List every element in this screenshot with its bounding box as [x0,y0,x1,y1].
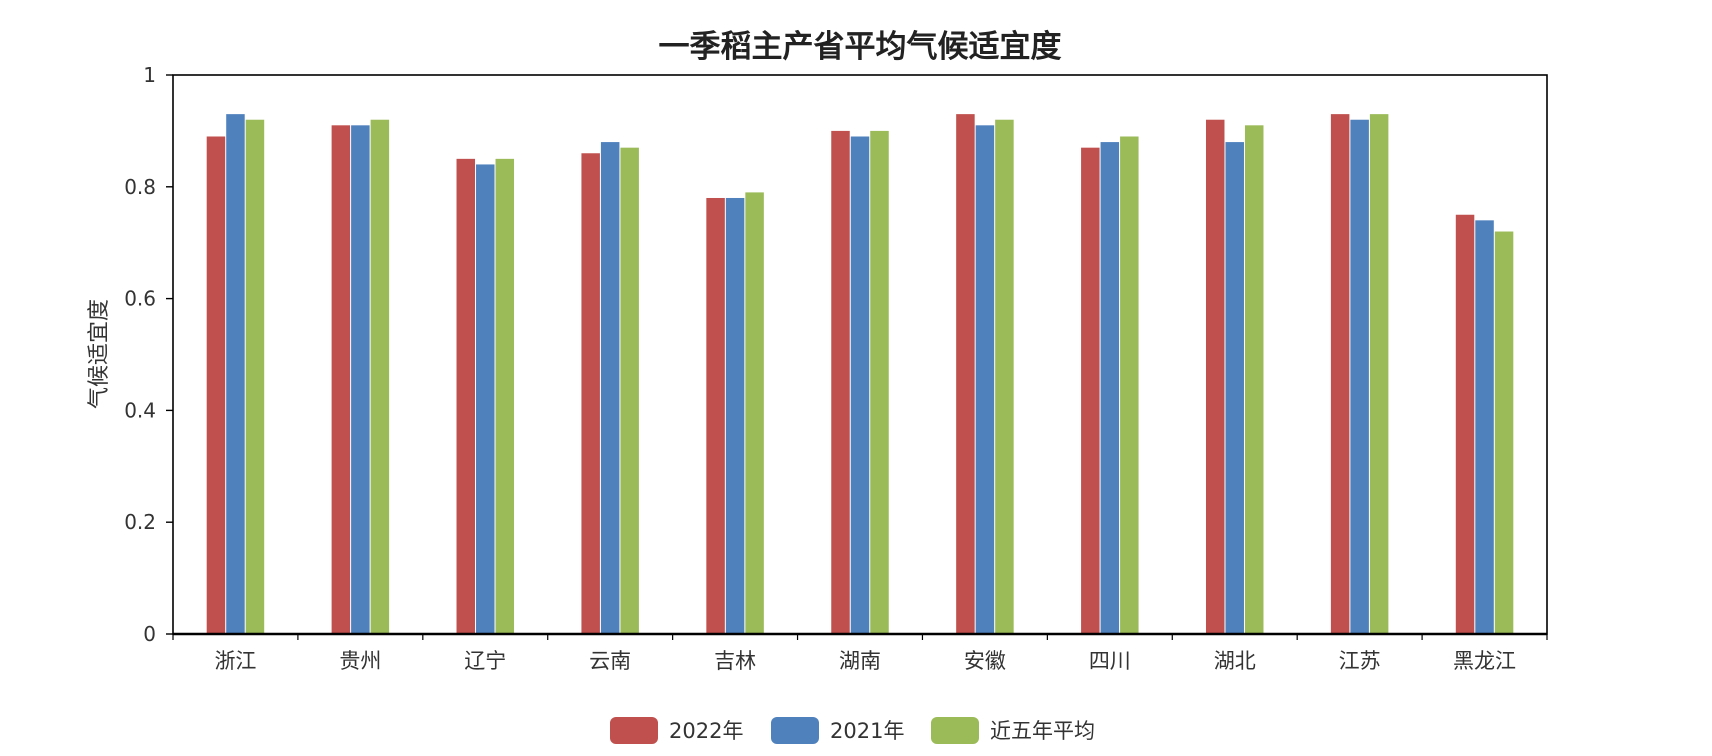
plot-area [206,114,1514,635]
x-tick-label: 云南 [589,649,631,673]
bar-series-2-湖北 [1225,142,1244,634]
x-tick-label: 安徽 [964,649,1006,673]
bar-series-1-湖南 [831,130,850,634]
axes: 浙江 贵州 辽宁 云南 吉林 湖南 安徽 四川 湖北 江苏 黑龙江 0 0.2 0.4 0.6 0.8 1 [124,63,1548,673]
x-tick-label: 辽宁 [464,649,506,673]
bar-series-3-四川 [1120,136,1139,635]
bar-series-3-江苏 [1369,114,1389,634]
bar-series-3-浙江 [245,119,265,635]
legend-swatch [610,717,658,744]
bar-series-1-云南 [581,153,600,634]
bar-series-3-吉林 [745,192,764,634]
legend: 2022年 2021年 近五年平均 [610,717,1095,744]
bar-series-2-安徽 [975,125,995,634]
bar-series-1-安徽 [956,114,975,634]
bar-series-3-贵州 [370,119,390,635]
y-tick-label: 0.4 [124,398,156,422]
y-tick-label: 0.8 [124,175,156,199]
bar-series-1-湖北 [1205,119,1225,635]
bar-series-2-黑龙江 [1475,220,1494,634]
bar-series-2-辽宁 [476,164,495,634]
bar-series-1-浙江 [206,136,226,635]
bar-series-1-黑龙江 [1455,214,1475,634]
bar-series-2-贵州 [351,125,370,634]
x-tick-label: 贵州 [339,649,381,673]
x-tick-label: 湖北 [1214,649,1256,673]
bar-series-3-辽宁 [495,158,515,634]
legend-item-3[interactable]: 近五年平均 [931,717,1095,744]
x-tick-label: 湖南 [839,649,881,673]
y-tick-label: 0.6 [124,287,156,311]
bar-series-2-吉林 [725,197,745,635]
x-tick-label: 吉林 [714,649,756,673]
x-tick-label: 江苏 [1339,649,1381,673]
bar-series-3-湖南 [870,130,889,634]
bar-series-1-吉林 [706,197,725,635]
y-tick-label: 0 [143,622,156,646]
legend-label: 2022年 [669,719,743,743]
x-tick-label: 浙江 [214,649,256,673]
legend-swatch [931,717,979,744]
legend-label: 近五年平均 [990,719,1095,743]
bar-series-2-云南 [600,142,620,634]
bar-series-1-四川 [1081,147,1100,635]
bar-series-3-云南 [620,147,639,635]
y-axis-label: 气候适宜度 [87,299,112,409]
legend-item-1[interactable]: 2022年 [610,717,743,744]
bar-series-2-江苏 [1350,119,1369,635]
bar-series-3-黑龙江 [1494,231,1514,634]
x-tick-label: 黑龙江 [1453,649,1516,673]
y-tick-label: 0.2 [124,510,156,534]
legend-item-2[interactable]: 2021年 [771,717,904,744]
chart-title: 一季稻主产省平均气候适宜度 [659,29,1062,65]
bar-series-3-安徽 [995,119,1014,635]
bar-series-1-贵州 [331,125,351,634]
bar-series-2-浙江 [226,114,245,634]
legend-swatch [771,717,819,744]
legend-label: 2021年 [830,719,904,743]
bar-series-1-江苏 [1330,114,1350,634]
x-tick-label: 四川 [1089,649,1131,673]
y-tick-label: 1 [143,63,156,87]
bar-series-1-辽宁 [456,158,476,634]
bar-series-2-湖南 [850,136,870,635]
bar-series-2-四川 [1100,142,1120,634]
bar-series-3-湖北 [1244,125,1264,634]
